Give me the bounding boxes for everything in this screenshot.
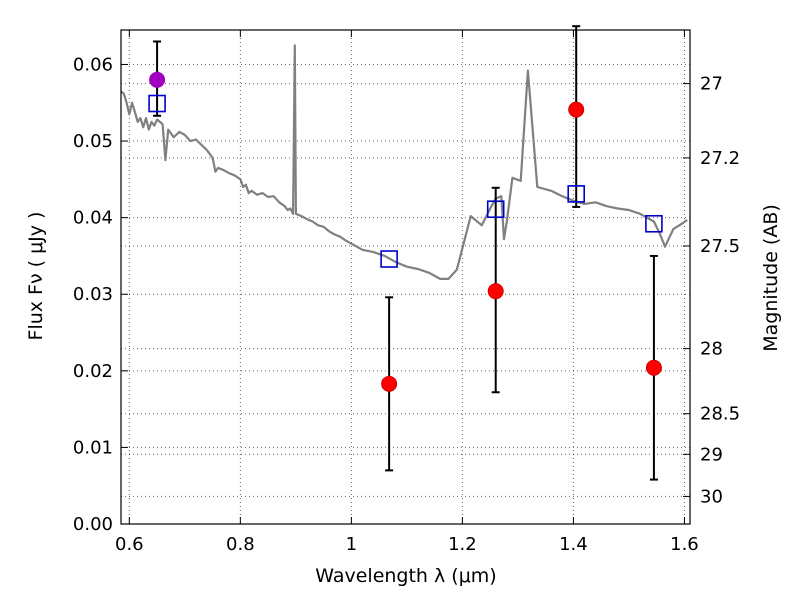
reference-point <box>149 71 166 88</box>
x-tick-label: 1.6 <box>670 534 699 555</box>
grid-lines <box>121 30 690 525</box>
y2-tick-label: 29 <box>700 444 723 465</box>
x-tick-label: 1.4 <box>559 534 588 555</box>
axis-ticks: 0.6 0.8 1 1.2 1.4 1.6 0.00 0.01 0.02 0.03 0.04 0.05… <box>73 30 740 555</box>
y2-tick-label: 27.2 <box>700 148 740 169</box>
x-tick-label: 0.6 <box>115 534 144 555</box>
spectrum-line <box>120 44 688 280</box>
y2-tick-label: 28.5 <box>700 404 740 425</box>
errorbars <box>153 25 658 481</box>
x-axis-title: Wavelength λ (μm) <box>315 565 496 587</box>
y-tick-label: 0.03 <box>73 284 113 305</box>
model-series <box>148 94 663 268</box>
model-box-point <box>148 94 166 113</box>
model-box-point <box>486 200 505 219</box>
measured-point <box>568 101 585 118</box>
measured-series <box>149 71 662 392</box>
y-tick-label: 0.00 <box>73 514 113 535</box>
model-box-point <box>380 250 398 268</box>
x-tick-label: 0.8 <box>226 534 255 555</box>
spectrum-series <box>120 44 688 280</box>
plot-frame <box>120 29 691 525</box>
y-tick-label: 0.04 <box>73 208 113 229</box>
x-tick-label: 1 <box>346 534 357 555</box>
x-tick-label: 1.2 <box>448 534 477 555</box>
model-box-point <box>645 214 663 233</box>
measured-point <box>645 359 662 376</box>
y2-tick-label: 28 <box>700 339 723 360</box>
y-axis-title: Flux Fν ( μJy ) <box>25 212 47 341</box>
model-box-point <box>567 185 586 203</box>
y-tick-label: 0.05 <box>73 131 113 152</box>
plot-frame-rect <box>120 29 691 525</box>
y2-tick-label: 30 <box>700 486 723 507</box>
y2-tick-label: 27 <box>700 74 723 95</box>
y2-axis-title: Magnitude (AB) <box>760 204 782 352</box>
y2-tick-label: 27.5 <box>700 236 740 257</box>
y-tick-label: 0.01 <box>73 437 113 458</box>
measured-point <box>381 375 398 392</box>
measured-point <box>487 283 504 300</box>
y-tick-label: 0.06 <box>73 54 113 75</box>
y-tick-label: 0.02 <box>73 361 113 382</box>
